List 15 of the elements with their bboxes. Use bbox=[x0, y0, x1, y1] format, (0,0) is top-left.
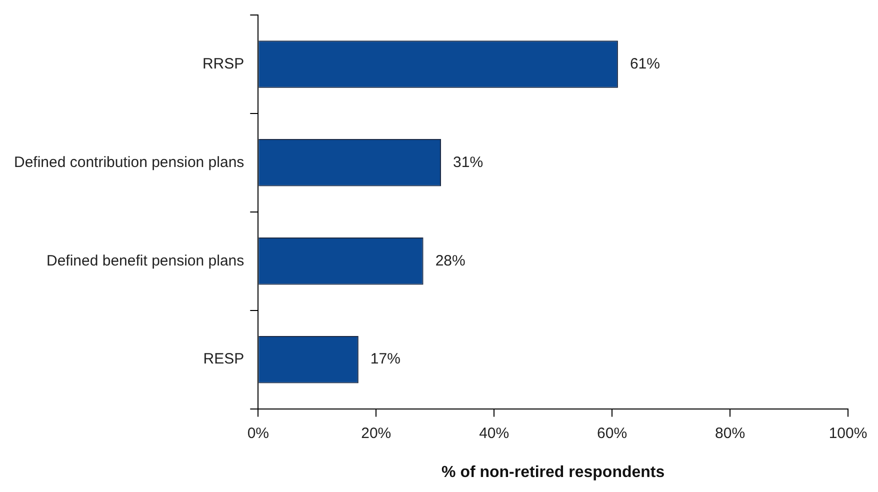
data-label: 17% bbox=[370, 350, 400, 368]
y-tick-label: RRSP bbox=[202, 55, 244, 72]
x-axis-title: % of non-retired respondents bbox=[442, 464, 665, 481]
x-tick-label: 80% bbox=[715, 424, 746, 442]
x-tick-label: 60% bbox=[597, 424, 628, 442]
x-tick-label: 20% bbox=[361, 424, 392, 442]
x-tick-label: 40% bbox=[479, 424, 510, 442]
y-tick-label: Defined benefit pension plans bbox=[46, 252, 244, 270]
y-tick-label: RESP bbox=[203, 350, 244, 368]
data-label: 28% bbox=[435, 252, 466, 270]
x-tick-label: 0% bbox=[247, 424, 269, 442]
data-label: 31% bbox=[453, 154, 484, 171]
y-tick-label: Defined contribution pension plans bbox=[14, 154, 244, 171]
x-tick-label: 100% bbox=[828, 424, 868, 442]
data-label: 61% bbox=[630, 55, 660, 72]
